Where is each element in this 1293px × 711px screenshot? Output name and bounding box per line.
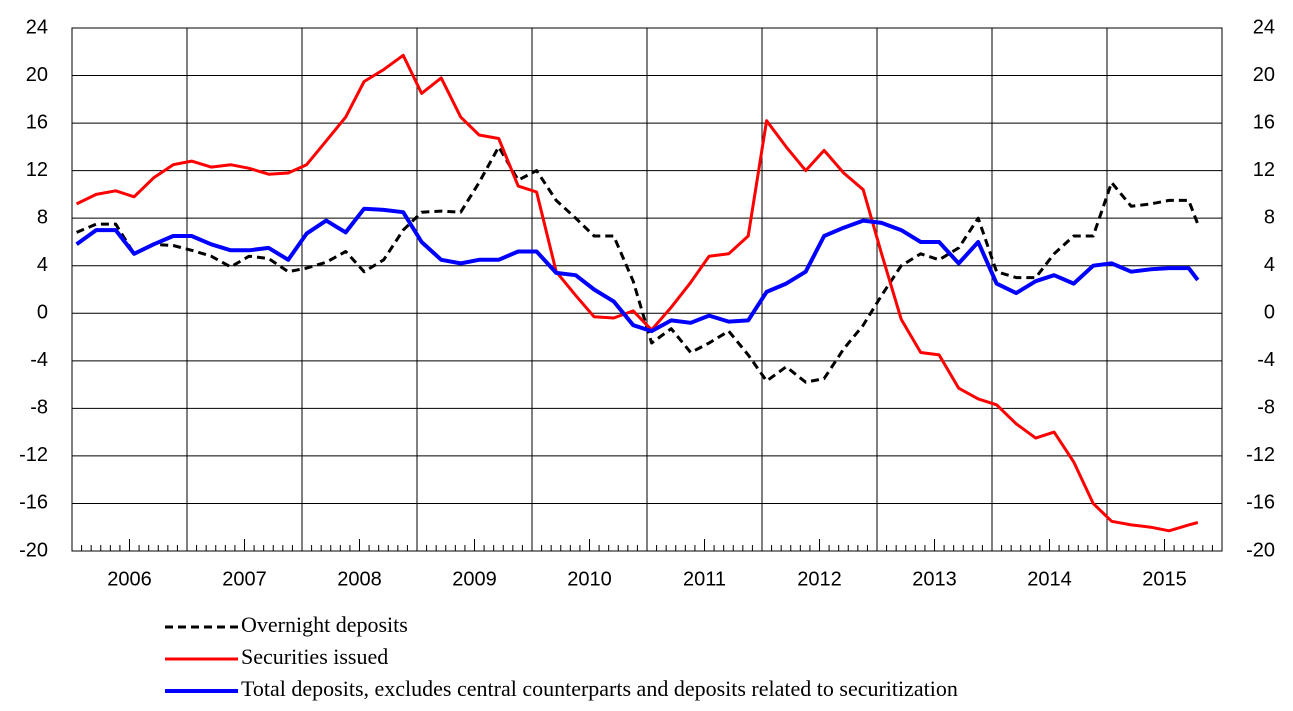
y-tick-label: 16 [26,111,48,133]
y2-tick-label: 16 [1253,111,1275,133]
y-tick-label: -16 [19,492,48,514]
y2-tick-label: -8 [1257,397,1275,419]
y-tick-label: 20 [26,64,48,86]
y-tick-label: 24 [26,16,48,38]
y2-tick-label: -4 [1257,349,1275,371]
y-tick-label: 12 [26,159,48,181]
y2-tick-label: 4 [1264,254,1275,276]
x-tick-label: 2015 [1142,568,1187,590]
y2-tick-label: 24 [1253,16,1275,38]
y-tick-label: -4 [30,349,48,371]
x-tick-label: 2013 [912,568,957,590]
series-line [75,53,1199,533]
y2-tick-label: -20 [1246,539,1275,561]
x-tick-label: 2006 [107,568,152,590]
y2-tick-label: -16 [1246,492,1275,514]
y-tick-label: 0 [37,302,48,324]
series-line [75,206,1200,334]
y-tick-label: -8 [30,397,48,419]
x-tick-label: 2007 [222,568,267,590]
y-tick-label: 8 [37,206,48,228]
x-tick-label: 2014 [1027,568,1072,590]
y2-tick-label: 0 [1264,302,1275,324]
legend-label: Total deposits, excludes central counter… [241,676,958,701]
y2-tick-label: 20 [1253,64,1275,86]
legend-label: Overnight deposits [241,612,408,637]
legend-label: Securities issued [241,644,388,669]
y2-tick-label: -12 [1246,444,1275,466]
x-tick-label: 2011 [683,568,726,590]
y-tick-label: -12 [19,444,48,466]
series-line [76,145,1200,384]
y-tick-label: -20 [19,539,48,561]
x-tick-label: 2012 [797,568,842,590]
y2-tick-label: 8 [1264,206,1275,228]
x-tick-label: 2010 [567,568,612,590]
x-tick-label: 2008 [337,568,382,590]
x-tick-label: 2009 [452,568,497,590]
y-tick-label: 4 [37,254,48,276]
y2-tick-label: 12 [1253,159,1275,181]
